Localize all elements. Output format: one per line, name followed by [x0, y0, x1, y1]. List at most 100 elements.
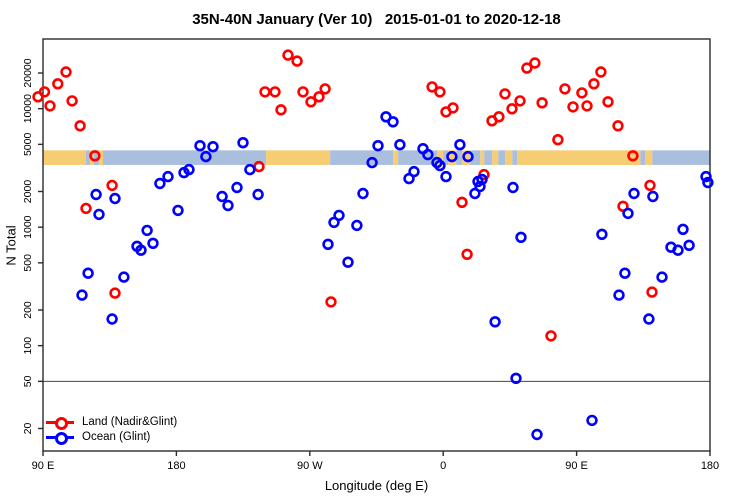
- data-point: [643, 313, 655, 325]
- data-point: [74, 120, 86, 132]
- data-point: [627, 150, 639, 162]
- ocean-strip-segment: [103, 150, 267, 165]
- ocean-strip-segment: [93, 150, 100, 165]
- data-point: [222, 199, 234, 212]
- data-point: [447, 102, 459, 114]
- data-point: [357, 187, 369, 200]
- data-point: [576, 87, 588, 99]
- data-point: [313, 91, 325, 103]
- data-point: [602, 96, 614, 108]
- data-point: [469, 187, 481, 200]
- data-point: [154, 177, 166, 190]
- data-point: [474, 180, 486, 193]
- data-point: [259, 86, 271, 98]
- data-point: [700, 170, 712, 183]
- land-strip-segment: [492, 150, 499, 165]
- data-point: [90, 188, 102, 201]
- data-point: [683, 239, 695, 252]
- data-point: [141, 224, 153, 237]
- data-point: [559, 83, 571, 95]
- data-point: [66, 95, 78, 107]
- y-axis-label: N Total: [3, 225, 19, 266]
- data-point: [588, 78, 600, 90]
- data-point: [426, 81, 438, 93]
- legend-label-land: Land (Nadir&Glint): [82, 415, 178, 428]
- data-point: [628, 187, 640, 200]
- land-points: [32, 49, 658, 342]
- data-point: [305, 96, 317, 108]
- data-point: [613, 289, 625, 301]
- data-point: [60, 66, 72, 78]
- data-point: [342, 256, 354, 268]
- data-point: [619, 267, 631, 279]
- x-tick-label: 180: [167, 460, 185, 472]
- data-point: [291, 55, 303, 67]
- data-point: [489, 316, 501, 328]
- data-point: [394, 139, 406, 151]
- y-axis-ticks: 20 50 100 200 500 1000 2000 5000 10000 20000: [22, 58, 43, 434]
- data-point: [109, 287, 121, 299]
- legend-label-ocean: Ocean (Glint): [82, 430, 151, 443]
- data-point: [622, 207, 634, 220]
- data-point: [231, 181, 243, 194]
- land-strip-segment: [517, 150, 641, 165]
- data-point: [656, 271, 668, 283]
- y-tick-label: 1000: [22, 215, 34, 239]
- data-point: [322, 238, 334, 251]
- ocean-strip-segment: [640, 150, 646, 165]
- land-strip-segment: [437, 150, 444, 165]
- land-strip-segment: [266, 150, 331, 165]
- data-point: [499, 88, 511, 100]
- data-point: [434, 159, 446, 172]
- data-point: [372, 140, 384, 152]
- data-point: [529, 57, 541, 69]
- legend: Land (Nadir&Glint) Ocean (Glint): [46, 414, 178, 445]
- data-point: [672, 244, 684, 256]
- data-point: [297, 86, 309, 98]
- data-point: [194, 140, 206, 152]
- data-point: [521, 62, 533, 74]
- legend-row-land: Land (Nadir&Glint): [46, 414, 178, 430]
- data-point: [366, 156, 378, 169]
- data-point: [545, 330, 557, 342]
- y-tick-label: 10000: [22, 94, 34, 123]
- data-point: [434, 86, 446, 98]
- data-point: [493, 111, 505, 123]
- land-strip-segment: [505, 150, 513, 165]
- x-tick-label: 90 E: [32, 460, 55, 472]
- data-point: [282, 49, 294, 61]
- data-point: [461, 248, 473, 261]
- data-point: [106, 313, 118, 325]
- data-point: [244, 163, 256, 176]
- data-point: [552, 134, 564, 146]
- data-point: [647, 190, 659, 203]
- data-point: [612, 120, 624, 132]
- data-point: [106, 179, 118, 192]
- data-point: [507, 181, 519, 194]
- data-point: [646, 286, 658, 298]
- data-point: [44, 100, 56, 112]
- land-strip-segment: [43, 150, 86, 165]
- ocean-strip-segment: [398, 150, 438, 165]
- data-point: [454, 139, 466, 151]
- y-tick-label: 2000: [22, 180, 34, 204]
- data-point: [93, 208, 105, 221]
- chart-title: 35N-40N January (Ver 10) 2015-01-01 to 2…: [192, 11, 561, 28]
- data-point: [216, 190, 228, 203]
- ocean-strip-segment: [512, 150, 518, 165]
- data-point: [76, 289, 88, 301]
- ocean-strip-segment: [456, 150, 463, 165]
- data-point: [387, 116, 399, 128]
- ocean-strip-segment: [443, 150, 449, 165]
- y-tick-label: 20: [22, 423, 34, 435]
- ocean-strip-segment: [85, 150, 90, 165]
- data-point: [80, 202, 92, 215]
- ocean-strip-segment: [652, 150, 710, 165]
- data-point: [403, 172, 415, 185]
- data-point: [462, 150, 474, 163]
- data-point: [269, 86, 281, 98]
- data-point: [89, 150, 101, 162]
- data-point: [446, 150, 458, 163]
- y-tick-label: 5000: [22, 133, 34, 157]
- y-tick-label: 500: [22, 254, 34, 272]
